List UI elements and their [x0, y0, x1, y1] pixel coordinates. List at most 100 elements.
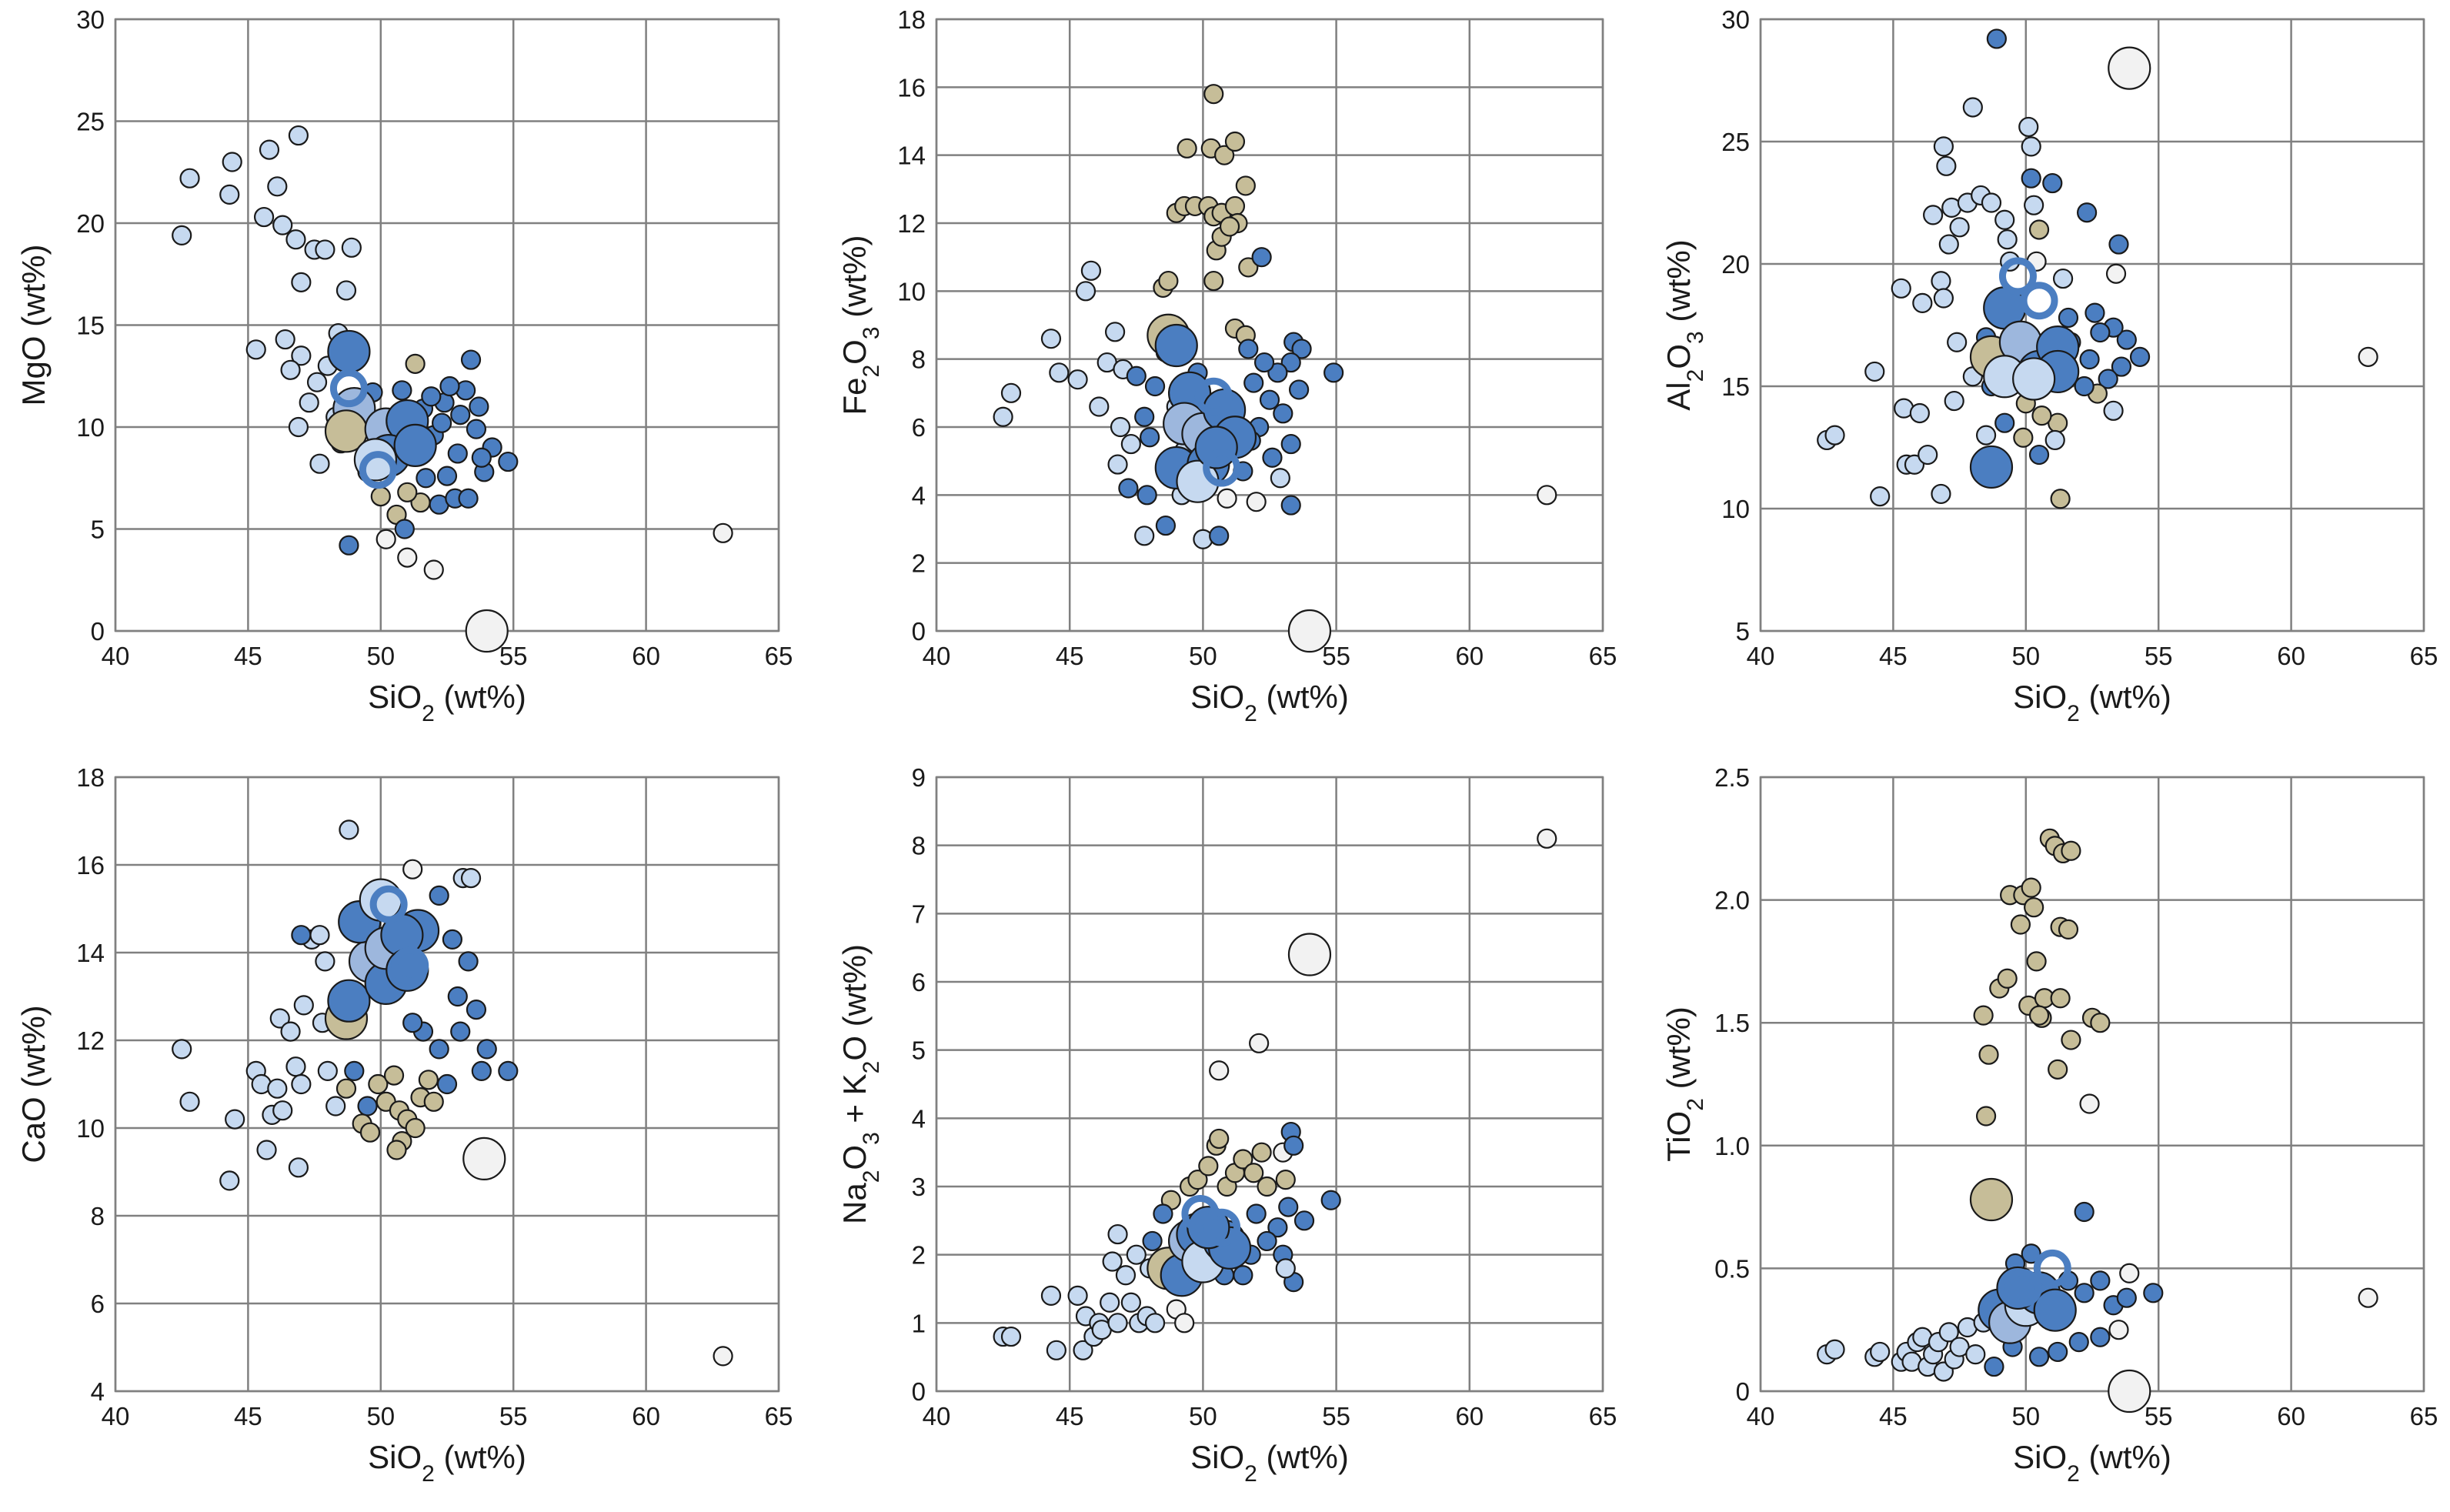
data-point — [471, 1060, 492, 1082]
data-point — [309, 453, 330, 474]
data-point-large — [327, 979, 371, 1023]
y-tick-label: 20 — [1721, 250, 1750, 279]
data-point-large — [2108, 1369, 2151, 1414]
data-point — [1997, 968, 2018, 989]
data-point-large — [1969, 445, 2014, 489]
data-point — [1000, 1326, 1022, 1347]
data-point — [1235, 175, 1256, 196]
data-point — [1040, 1285, 1062, 1306]
data-point — [2021, 168, 2041, 189]
data-point-ring — [391, 946, 429, 985]
data-point — [1975, 425, 1997, 446]
data-point — [1280, 495, 1301, 516]
x-tick-label: 60 — [632, 1402, 660, 1430]
y-tick-label: 25 — [1721, 128, 1750, 156]
data-point — [1824, 425, 1845, 446]
data-point — [1962, 97, 1983, 118]
scatter-panel-3: 40 45 50 55 60 65 5 10 15 20 25 30 SiO2 (wt%) Al2O3 (… — [1661, 5, 2438, 726]
y-tick-label: 7 — [912, 900, 926, 928]
x-tick-label: 55 — [2145, 642, 2173, 670]
data-point — [357, 1096, 378, 1116]
data-point — [1275, 1258, 1296, 1279]
y-tick-label: 1.5 — [1714, 1009, 1750, 1037]
data-point — [2031, 406, 2052, 426]
data-point-large — [465, 609, 509, 653]
data-point-large — [1287, 933, 1332, 976]
data-point — [405, 353, 426, 374]
data-point — [1246, 1203, 1267, 1224]
data-point — [315, 951, 335, 972]
data-point — [1251, 247, 1272, 268]
y-tick-label: 5 — [912, 1036, 926, 1065]
x-axis-label: SiO2 (wt%) — [1190, 1439, 1349, 1487]
data-point-large — [1154, 323, 1198, 368]
data-point — [288, 416, 309, 438]
data-point — [1933, 136, 1954, 157]
data-point — [1984, 1356, 2004, 1377]
data-point — [2074, 1201, 2095, 1223]
x-tick-label: 50 — [1189, 1402, 1217, 1430]
data-point — [1259, 389, 1280, 410]
data-point — [291, 1073, 312, 1095]
data-point — [368, 1073, 389, 1095]
data-point — [256, 1140, 277, 1160]
data-point — [1080, 260, 1102, 281]
y-tick-label: 16 — [897, 73, 926, 102]
x-axis-label: SiO2 (wt%) — [1190, 679, 1349, 726]
data-point — [2079, 1093, 2100, 1114]
data-point — [1073, 1340, 1093, 1360]
data-point — [1947, 332, 1968, 352]
data-point — [1936, 155, 1957, 176]
y-tick-label: 20 — [76, 209, 105, 238]
data-point — [1209, 1128, 1230, 1150]
data-point — [498, 1060, 519, 1082]
x-tick-label: 40 — [1747, 1402, 1775, 1430]
data-point — [344, 1060, 365, 1082]
data-point — [1107, 454, 1128, 475]
data-point — [1219, 216, 1240, 237]
data-point — [1923, 205, 1944, 225]
data-point — [1891, 278, 1911, 299]
data-point — [291, 925, 312, 946]
x-tick-label: 65 — [765, 642, 793, 670]
data-point — [1107, 1223, 1128, 1245]
x-tick-label: 65 — [1589, 1402, 1617, 1430]
data-point — [2028, 444, 2050, 466]
data-point — [291, 345, 312, 366]
data-point — [1118, 478, 1139, 499]
data-point — [1978, 1044, 1999, 1065]
y-tick-label: 9 — [912, 763, 926, 792]
data-point — [1965, 1344, 1986, 1365]
data-point — [471, 447, 492, 468]
data-point — [2018, 116, 2039, 138]
data-point — [993, 406, 1013, 427]
data-point — [2028, 1347, 2050, 1367]
y-tick-label: 12 — [76, 1026, 105, 1055]
y-tick-label: 4 — [912, 1104, 926, 1133]
y-tick-label: 18 — [897, 5, 926, 34]
data-point — [288, 1157, 309, 1178]
data-point — [2026, 951, 2047, 972]
data-point — [1931, 483, 1951, 505]
plot-frame — [935, 776, 1604, 1393]
data-point — [245, 339, 266, 360]
data-point — [335, 1078, 357, 1099]
y-tick-label: 3 — [912, 1173, 926, 1201]
data-point — [2098, 369, 2118, 389]
y-tick-label: 8 — [912, 832, 926, 860]
y-tick-label: 25 — [76, 108, 105, 136]
data-point-ring — [1203, 1208, 1241, 1247]
x-tick-label: 40 — [1747, 642, 1775, 670]
data-point — [439, 375, 460, 397]
data-point — [1209, 1060, 1230, 1081]
data-point — [1267, 1217, 1288, 1238]
data-point — [476, 1039, 497, 1060]
data-point — [225, 1109, 245, 1130]
data-point — [429, 1039, 449, 1060]
data-point — [1278, 1197, 1299, 1217]
data-point — [1238, 257, 1259, 278]
data-point — [1275, 1170, 1296, 1190]
data-point — [315, 239, 335, 260]
data-point — [442, 929, 462, 950]
